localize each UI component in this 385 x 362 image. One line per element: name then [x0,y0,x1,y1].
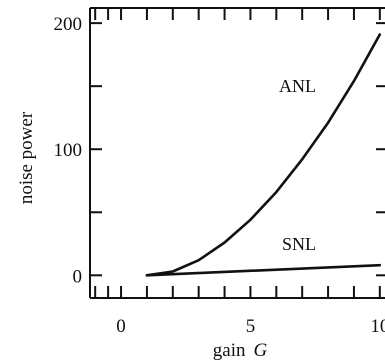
x-axis-variable: G [253,340,267,361]
y-axis-label: noise power [16,111,37,204]
x-tick-label-0: 0 [116,316,126,337]
y-tick-label-0: 0 [73,266,83,287]
x-axis-label-text: gain [213,340,246,361]
x-tick-label-2: 10 [370,316,385,337]
x-tick-label-1: 5 [246,316,256,337]
axis-ticks [90,8,385,298]
series-label-anl: ANL [279,76,316,96]
series-lines [145,33,382,277]
series-line-anl [145,33,382,277]
chart-labels: ANL SNL gain G noise power [16,76,316,361]
series-line-snl [145,263,382,277]
y-tick-label-1: 100 [54,140,83,161]
y-tick-label-2: 200 [54,14,83,35]
plot-frame [89,7,385,299]
series-label-snl: SNL [282,234,316,254]
x-axis-label: gain G [213,340,268,361]
